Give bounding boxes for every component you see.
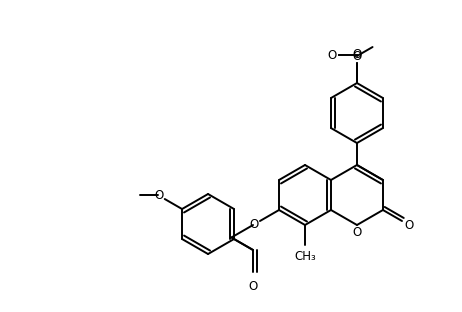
Text: O: O: [404, 218, 413, 232]
Text: CH₃: CH₃: [294, 250, 316, 263]
Text: O: O: [154, 189, 163, 202]
Text: O: O: [328, 49, 337, 61]
Text: O: O: [249, 280, 258, 293]
Text: O: O: [353, 48, 362, 61]
Text: O: O: [353, 226, 362, 239]
Text: O: O: [353, 50, 362, 62]
Text: O: O: [249, 218, 259, 231]
